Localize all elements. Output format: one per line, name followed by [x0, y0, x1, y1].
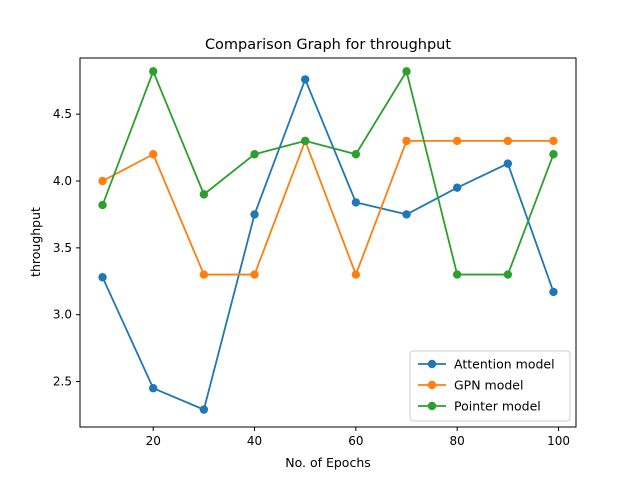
x-tick-label: 40 — [247, 434, 262, 448]
x-axis: 20 40 60 80 100 — [146, 427, 570, 448]
y-axis-title: throughput — [28, 207, 43, 277]
legend-marker — [427, 359, 437, 369]
y-tick-label: 4.0 — [53, 174, 72, 188]
data-point — [402, 67, 411, 76]
series-line — [101, 70, 555, 276]
data-point — [402, 136, 411, 146]
legend-item: GPN model — [418, 378, 523, 393]
legend-marker — [427, 380, 437, 390]
data-point — [351, 150, 361, 159]
data-point — [98, 273, 107, 282]
data-point — [199, 190, 209, 199]
x-axis-title: No. of Epochs — [285, 455, 371, 470]
x-tick-label: 100 — [547, 434, 570, 448]
data-point — [503, 159, 513, 168]
data-point — [351, 270, 361, 279]
y-tick-label: 3.5 — [53, 241, 72, 255]
data-point — [452, 136, 462, 146]
series-line — [101, 78, 555, 411]
data-point — [351, 198, 361, 207]
legend-label: GPN model — [454, 378, 523, 393]
data-point — [199, 405, 209, 414]
data-point — [549, 136, 558, 146]
y-tick-label: 3.0 — [53, 308, 72, 322]
y-tick-label: 2.5 — [53, 375, 72, 389]
data-point — [98, 176, 107, 186]
data-point — [98, 200, 107, 210]
plot-area — [98, 67, 558, 414]
data-point — [250, 150, 259, 159]
x-tick-label: 60 — [348, 434, 363, 448]
data-point — [250, 210, 259, 219]
data-point — [503, 270, 513, 279]
y-tick-label: 4.5 — [53, 107, 72, 121]
data-point — [549, 287, 558, 297]
data-point — [503, 136, 513, 146]
legend-item: Pointer model — [418, 399, 541, 414]
data-point — [452, 270, 462, 279]
legend-marker — [427, 401, 437, 411]
data-point — [402, 210, 411, 219]
data-point — [149, 150, 158, 159]
data-point — [199, 270, 209, 279]
legend-item: Attention model — [418, 357, 555, 372]
data-point — [250, 270, 259, 279]
legend: Attention model GPN model Pointer model — [409, 350, 571, 422]
chart-title: Comparison Graph for throughput — [205, 37, 451, 53]
series-1 — [98, 75, 558, 414]
plot-frame — [79, 57, 577, 428]
x-tick-label: 80 — [450, 434, 465, 448]
data-point — [149, 67, 158, 76]
series-3 — [98, 67, 558, 279]
data-point — [452, 183, 462, 192]
data-point — [149, 384, 158, 393]
data-point — [301, 75, 310, 84]
series-line — [102, 139, 554, 276]
y-axis: 2.5 3.0 3.5 4.0 4.5 — [53, 107, 80, 389]
legend-label: Attention model — [454, 357, 555, 372]
data-point — [549, 150, 558, 159]
legend-label: Pointer model — [454, 399, 541, 414]
x-tick-label: 20 — [146, 434, 161, 448]
legend-box — [409, 350, 571, 422]
data-point — [301, 136, 310, 146]
